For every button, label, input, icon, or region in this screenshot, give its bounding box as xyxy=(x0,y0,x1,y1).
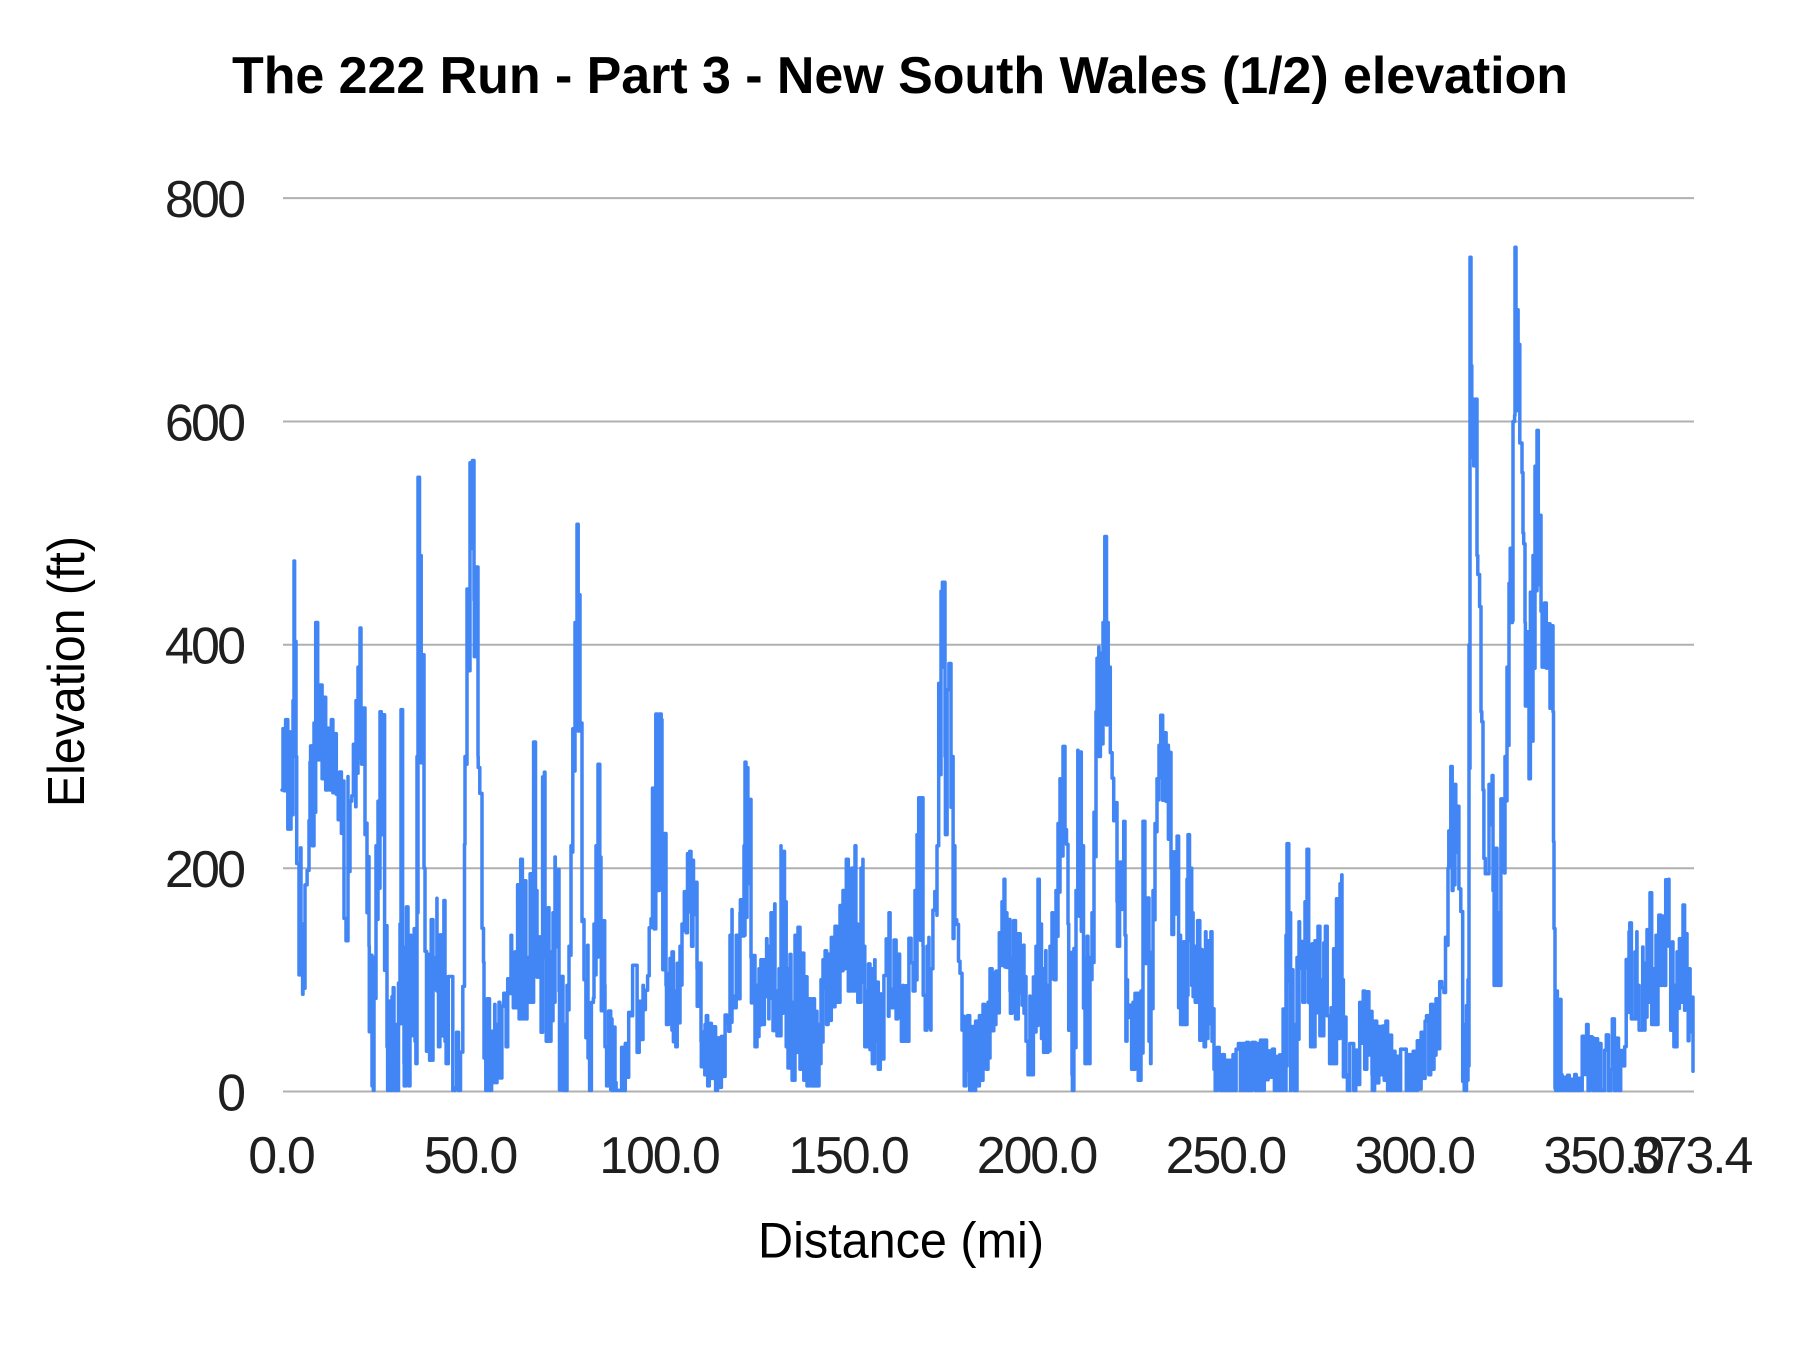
svg-text:600: 600 xyxy=(165,394,246,452)
svg-text:150.0: 150.0 xyxy=(788,1127,910,1185)
svg-text:200.0: 200.0 xyxy=(977,1127,1099,1185)
svg-text:350.0: 350.0 xyxy=(1543,1127,1665,1185)
svg-text:800: 800 xyxy=(165,171,246,229)
svg-text:0: 0 xyxy=(217,1064,246,1122)
svg-text:The 222 Run - Part 3 - New Sou: The 222 Run - Part 3 - New South Wales (… xyxy=(232,47,1568,105)
svg-text:250.0: 250.0 xyxy=(1166,1127,1288,1185)
svg-text:373.4: 373.4 xyxy=(1632,1127,1754,1185)
svg-text:100.0: 100.0 xyxy=(599,1127,721,1185)
svg-text:0.0: 0.0 xyxy=(248,1127,316,1185)
svg-text:50.0: 50.0 xyxy=(424,1127,519,1185)
svg-text:300.0: 300.0 xyxy=(1355,1127,1477,1185)
svg-text:200: 200 xyxy=(165,841,246,899)
svg-text:Distance (mi): Distance (mi) xyxy=(758,1213,1044,1269)
svg-text:400: 400 xyxy=(165,618,246,676)
svg-text:Elevation (ft): Elevation (ft) xyxy=(38,536,96,807)
